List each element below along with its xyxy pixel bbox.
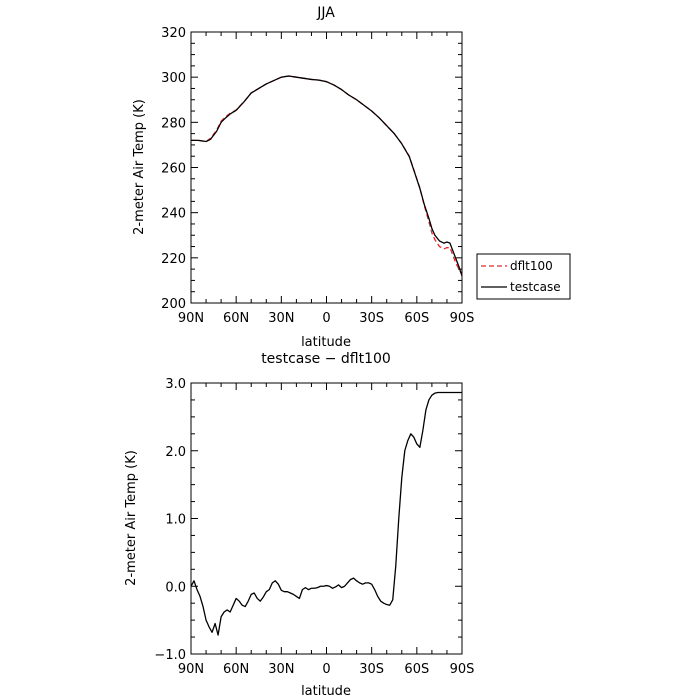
- top-panel-title: JJA: [316, 5, 335, 21]
- series-line-testcase: [191, 75, 463, 277]
- top-panel-y-ticks: 200 220 240 260 280 300 320: [161, 26, 462, 312]
- legend-label-dflt100: dflt100: [510, 259, 553, 273]
- y-tick-label: 0.0: [165, 580, 186, 595]
- x-tick-label: 60N: [223, 662, 249, 677]
- x-tick-label: 90N: [178, 662, 204, 677]
- bottom-panel: testcase − dflt100 90N 60N 30N 0 30S 60S 90S −…: [124, 351, 474, 699]
- y-tick-label: 3.0: [165, 377, 186, 392]
- x-tick-label: 30S: [359, 311, 384, 326]
- bottom-panel-x-ticks: 90N 60N 30N 0 30S 60S 90S: [178, 383, 475, 677]
- x-tick-label: 60N: [223, 311, 249, 326]
- y-tick-label: 320: [161, 26, 186, 41]
- top-panel-frame: [190, 31, 463, 304]
- y-tick-label: 220: [161, 252, 186, 267]
- bottom-panel-series: [190, 391, 462, 636]
- y-tick-label: 1.0: [165, 513, 186, 528]
- y-tick-label: 260: [161, 162, 186, 177]
- bottom-panel-x-axis-label: latitude: [301, 684, 351, 699]
- series-line-dflt100: [191, 75, 463, 276]
- top-panel-y-axis-label: 2-meter Air Temp (K): [132, 99, 147, 235]
- y-tick-label: 300: [161, 71, 186, 86]
- series-line-testcase-dflt100: [190, 391, 462, 636]
- bottom-panel-y-ticks: −1.0 0.0 1.0 2.0 3.0: [154, 377, 462, 663]
- top-panel-x-ticks: 90N 60N 30N 0 30S 60S 90S: [178, 32, 475, 326]
- y-tick-label: −1.0: [154, 648, 186, 663]
- x-tick-label: 0: [322, 311, 330, 326]
- x-tick-label: 0: [322, 662, 330, 677]
- x-tick-label: 90N: [178, 311, 204, 326]
- y-tick-label: 240: [161, 207, 186, 222]
- x-tick-label: 90S: [450, 662, 475, 677]
- top-panel: JJA 90N 60N 30N 0 30S 60S 90S 200 220 240 260 280 3…: [132, 5, 571, 350]
- x-tick-label: 30N: [268, 662, 294, 677]
- bottom-panel-y-axis-label: 2-meter Air Temp (K): [124, 450, 139, 586]
- x-tick-label: 90S: [450, 311, 475, 326]
- x-tick-label: 30S: [359, 662, 384, 677]
- y-tick-label: 280: [161, 116, 186, 131]
- x-tick-label: 60S: [404, 662, 429, 677]
- legend-box: [476, 253, 571, 300]
- legend-label-testcase: testcase: [510, 280, 561, 294]
- bottom-panel-title: testcase − dflt100: [261, 351, 391, 367]
- bottom-panel-frame: [190, 382, 463, 655]
- y-tick-label: 200: [161, 297, 186, 312]
- top-panel-x-axis-label: latitude: [301, 335, 351, 350]
- y-tick-label: 2.0: [165, 445, 186, 460]
- legend: dflt100 testcase: [476, 253, 571, 300]
- x-tick-label: 60S: [404, 311, 429, 326]
- x-tick-label: 30N: [268, 311, 294, 326]
- top-panel-series: [191, 75, 463, 277]
